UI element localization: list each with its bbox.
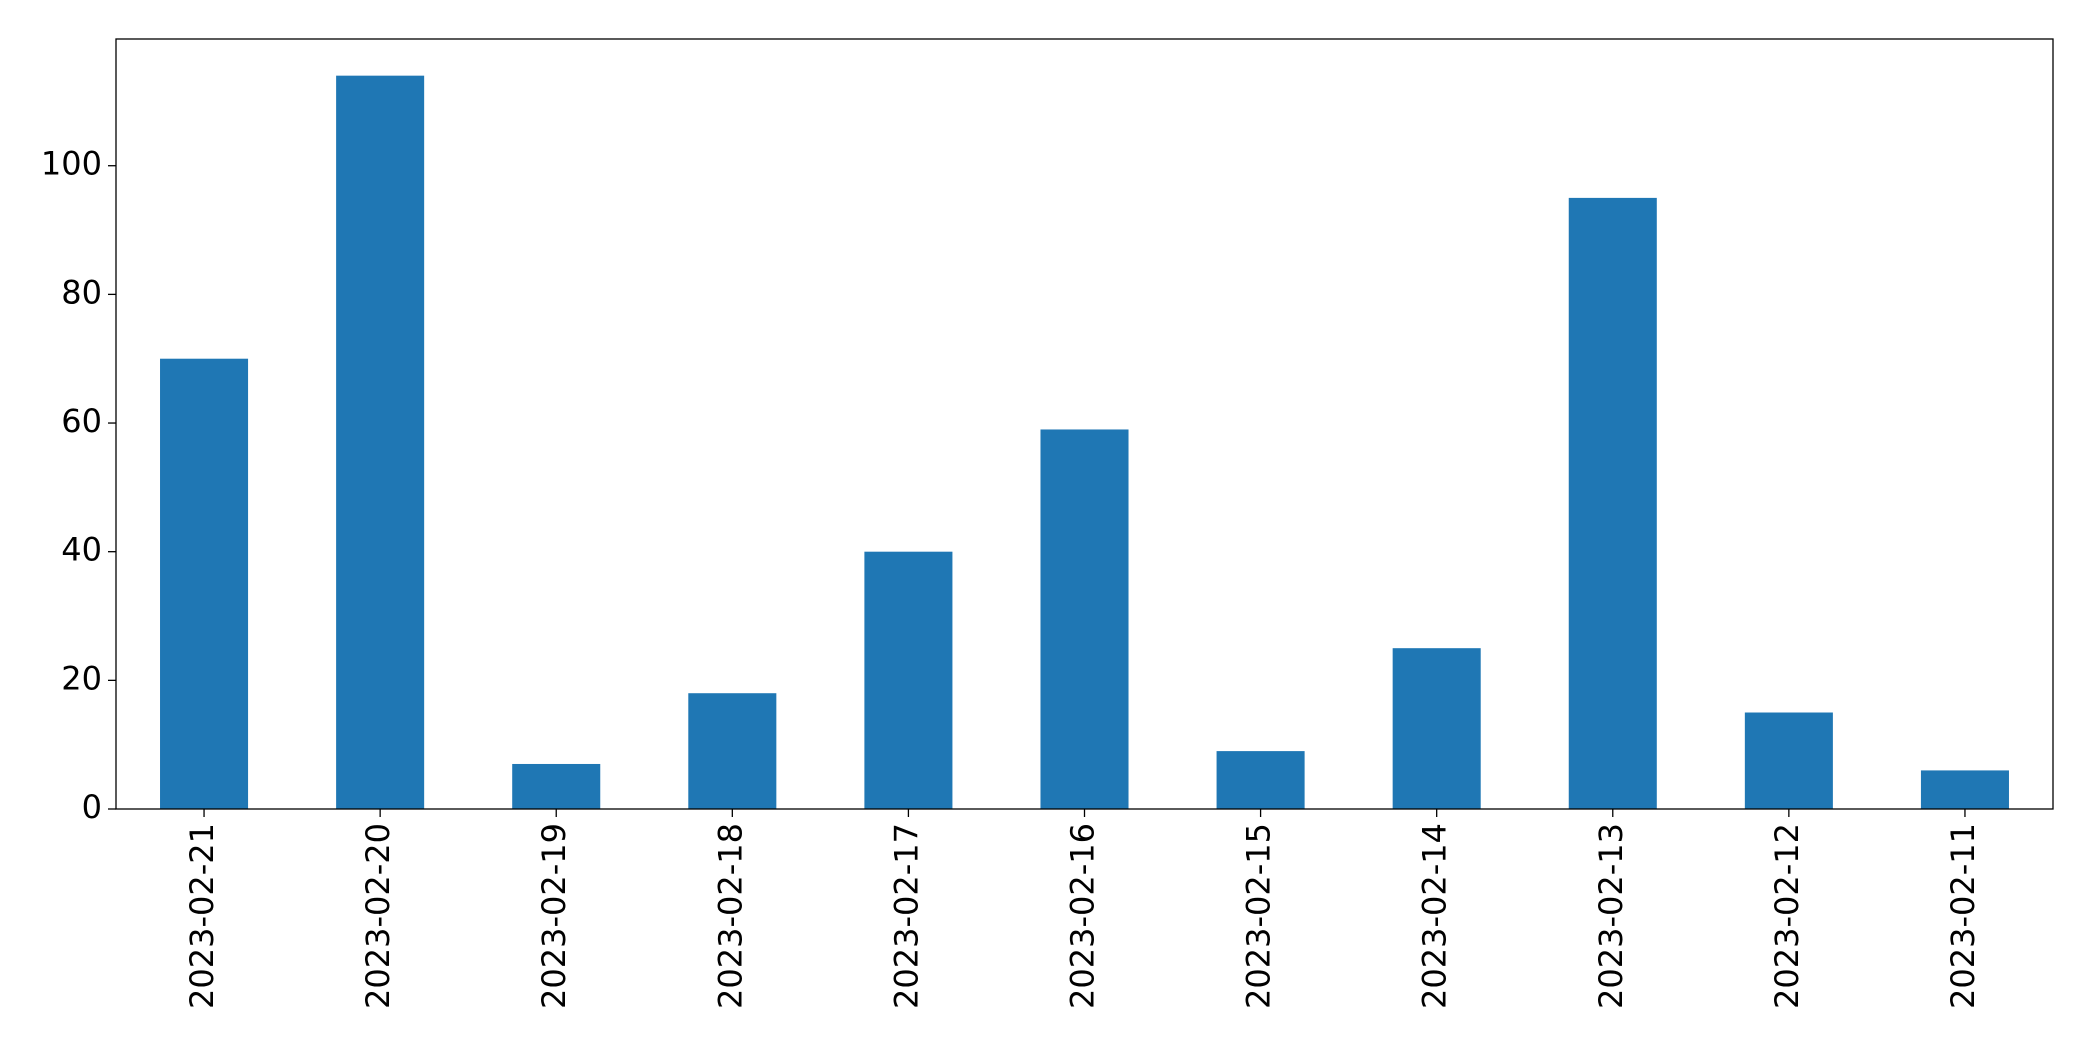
y-tick-label: 20 — [61, 659, 102, 697]
bar — [512, 763, 601, 809]
y-tick-label: 0 — [82, 788, 102, 826]
x-tick-label: 2023-02-21 — [183, 823, 221, 1009]
x-tick-label: 2023-02-19 — [535, 823, 573, 1009]
bar — [864, 551, 953, 809]
x-tick-label: 2023-02-18 — [711, 823, 749, 1009]
x-tick-label: 2023-02-20 — [359, 823, 397, 1009]
y-tick-label: 40 — [61, 531, 102, 569]
x-tick-label: 2023-02-15 — [1240, 823, 1278, 1009]
x-tick-label: 2023-02-13 — [1592, 823, 1630, 1009]
y-tick-label: 100 — [41, 145, 102, 183]
bar — [1744, 712, 1833, 809]
bar — [160, 358, 249, 809]
y-tick-label: 60 — [61, 402, 102, 440]
bar — [336, 75, 425, 809]
bar — [1216, 751, 1305, 809]
bar — [1040, 429, 1129, 809]
bar — [688, 693, 777, 809]
x-tick-label: 2023-02-12 — [1768, 823, 1806, 1009]
plot-frame — [115, 38, 2054, 810]
x-tick-label: 2023-02-16 — [1064, 823, 1102, 1009]
bar — [1392, 648, 1481, 809]
bar — [1920, 770, 2009, 809]
x-tick-label: 2023-02-11 — [1944, 823, 1982, 1009]
bar — [1568, 197, 1657, 809]
y-tick-label: 80 — [61, 273, 102, 311]
x-tick-label: 2023-02-14 — [1416, 823, 1454, 1009]
x-tick-label: 2023-02-17 — [887, 823, 925, 1009]
